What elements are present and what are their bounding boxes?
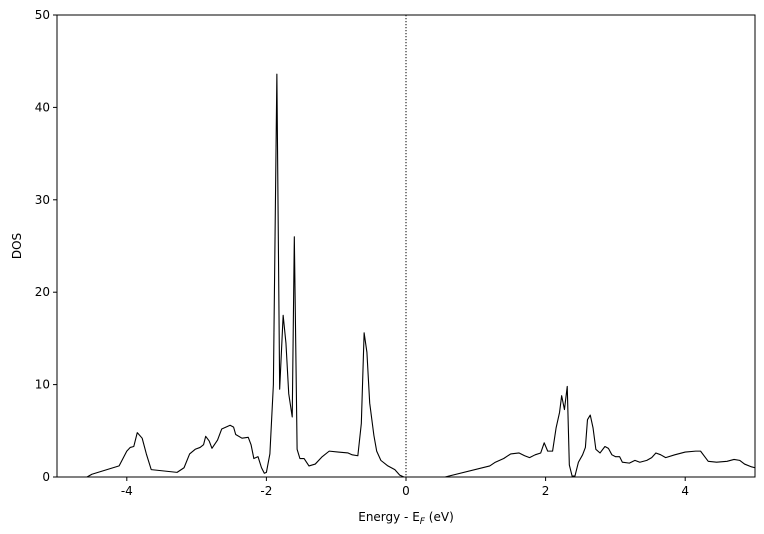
x-tick-label: 2	[542, 484, 550, 498]
x-label-unit: (eV)	[425, 510, 454, 524]
x-label-sub: F	[420, 517, 426, 527]
x-tick-label: 0	[402, 484, 410, 498]
x-tick-label: -4	[121, 484, 133, 498]
y-tick-label: 0	[42, 470, 50, 484]
dos-line	[57, 73, 756, 478]
x-tick-label: -2	[260, 484, 272, 498]
y-axis-label: DOS	[10, 233, 24, 259]
x-label-main: Energy - E	[358, 510, 420, 524]
plot-frame	[56, 14, 756, 478]
y-tick-label: 20	[35, 285, 50, 299]
x-axis-label: Energy - EF (eV)	[358, 510, 454, 527]
y-tick-label: 50	[35, 8, 50, 22]
y-tick-label: 30	[35, 193, 50, 207]
y-tick-label: 40	[35, 100, 50, 114]
x-tick-label: 4	[681, 484, 689, 498]
y-tick-label: 10	[35, 378, 50, 392]
